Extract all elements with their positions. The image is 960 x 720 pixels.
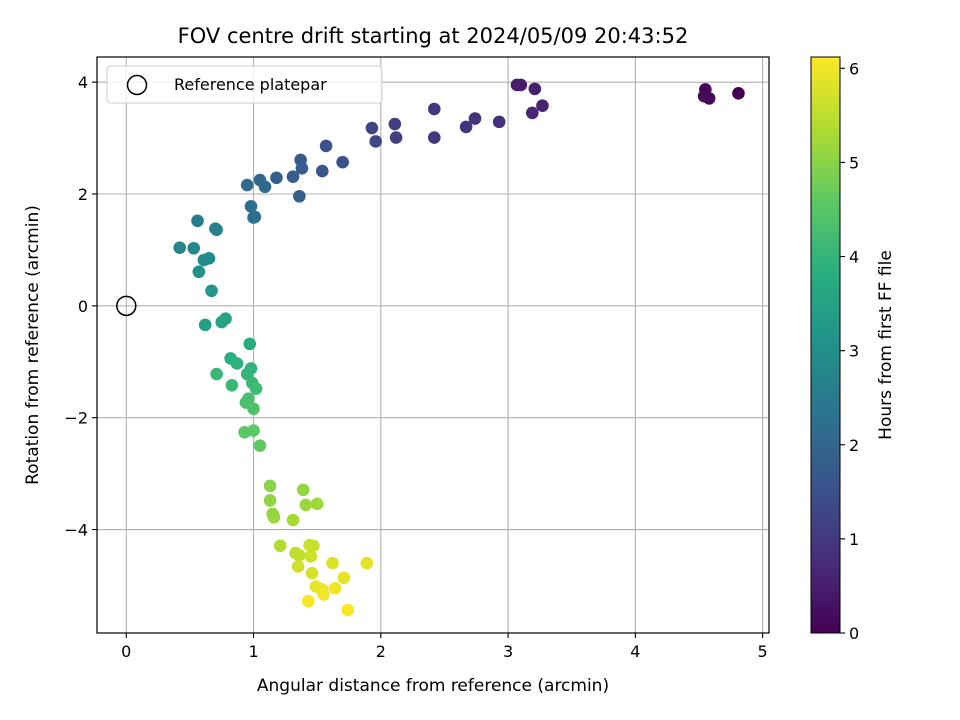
x-tick-label-1: 1	[248, 642, 258, 661]
data-point-57	[247, 424, 260, 437]
data-point-66	[286, 513, 300, 527]
data-point-46	[230, 357, 244, 370]
colorbar: 0 1 2 3 4 5 6 Hours from first FF file	[810, 56, 896, 643]
data-point-76	[360, 556, 374, 570]
data-point-69	[293, 548, 306, 562]
data-point-13	[427, 131, 441, 144]
data-point-58	[253, 439, 267, 452]
data-point-75	[326, 556, 339, 570]
x-tick-label-0: 0	[121, 642, 131, 661]
y-tick-label-2: 0	[78, 297, 88, 316]
data-point-74	[305, 566, 319, 580]
x-tick-label-5: 5	[758, 642, 768, 661]
x-tick-label-4: 4	[630, 642, 640, 661]
data-point-17	[369, 135, 383, 148]
x-axis-label: Angular distance from reference (arcmin)	[257, 676, 609, 696]
data-point-73	[291, 560, 305, 573]
legend-box	[106, 65, 383, 104]
data-point-67	[273, 539, 287, 553]
data-point-22	[295, 161, 309, 175]
x-axis-ticks: 0 1 2 3 4 5	[121, 633, 768, 661]
data-point-11	[459, 120, 473, 134]
colorbar-tick-label-1: 1	[849, 530, 859, 549]
colorbar-tick-label-6: 6	[849, 59, 859, 78]
data-point-2	[702, 92, 716, 105]
data-point-3	[732, 87, 745, 100]
data-point-25	[270, 171, 283, 185]
y-tick-label-3: 2	[78, 185, 88, 204]
data-point-51	[225, 378, 239, 392]
legend: Reference platepar	[106, 65, 383, 104]
colorbar-tick-label-2: 2	[849, 436, 859, 455]
colorbar-tick-label-5: 5	[849, 153, 859, 172]
y-tick-label-0: −4	[64, 521, 88, 540]
chart-title: FOV centre drift starting at 2024/05/09 …	[178, 24, 689, 48]
legend-label: Reference platepar	[174, 75, 327, 94]
colorbar-tick-label-0: 0	[849, 624, 859, 643]
y-axis-label: Rotation from reference (arcmin)	[23, 205, 43, 485]
y-axis-ticks: −4 −2 0 2 4	[64, 73, 97, 540]
data-point-10	[468, 112, 482, 125]
scatter-points	[173, 78, 745, 617]
data-point-41	[198, 318, 212, 332]
data-point-43	[215, 315, 229, 329]
plot-frame	[96, 56, 770, 634]
data-point-14	[388, 117, 402, 131]
colorbar-tick-label-3: 3	[849, 342, 859, 361]
data-point-44	[243, 337, 257, 351]
x-tick-label-3: 3	[503, 642, 513, 661]
data-point-64	[310, 497, 324, 511]
data-point-65	[299, 498, 313, 512]
data-point-80	[328, 581, 342, 595]
data-point-23	[286, 170, 300, 183]
data-point-52	[249, 382, 263, 395]
data-point-59	[263, 479, 277, 493]
data-point-15	[389, 131, 403, 144]
data-point-9	[492, 115, 506, 129]
data-point-60	[263, 494, 277, 507]
data-point-40	[205, 284, 218, 298]
data-point-16	[365, 121, 379, 135]
colorbar-gradient	[810, 56, 841, 634]
colorbar-tick-label-4: 4	[849, 248, 859, 267]
data-point-31	[247, 211, 260, 224]
y-tick-label-4: 4	[78, 73, 88, 92]
data-point-24	[293, 189, 306, 203]
data-point-18	[319, 139, 333, 153]
data-point-20	[315, 164, 329, 178]
data-point-5	[514, 78, 528, 92]
data-point-71	[307, 539, 320, 553]
data-point-28	[240, 178, 254, 192]
legend-marker	[126, 74, 148, 96]
data-point-27	[258, 180, 272, 194]
data-point-34	[210, 223, 223, 237]
reference-point-marker	[116, 295, 137, 317]
colorbar-ticks: 0 1 2 3 4 5 6	[840, 59, 859, 643]
data-point-6	[528, 82, 542, 96]
data-point-62	[267, 510, 281, 524]
data-point-38	[197, 253, 211, 267]
x-tick-label-2: 2	[376, 642, 386, 661]
data-point-39	[192, 265, 206, 279]
data-point-63	[296, 483, 310, 497]
data-point-83	[341, 603, 355, 617]
data-point-29	[244, 200, 258, 213]
data-point-81	[317, 588, 330, 601]
data-point-72	[304, 550, 318, 563]
y-tick-label-1: −2	[64, 409, 88, 428]
data-point-49	[210, 367, 223, 381]
data-point-8	[525, 106, 539, 120]
data-point-19	[336, 155, 349, 169]
data-point-7	[536, 99, 549, 112]
data-point-32	[191, 214, 204, 228]
data-point-12	[427, 102, 441, 116]
data-point-35	[173, 241, 187, 254]
data-point-55	[247, 402, 260, 416]
colorbar-label: Hours from first FF file	[876, 250, 896, 440]
data-point-82	[301, 594, 315, 608]
data-point-77	[337, 571, 351, 584]
data-point-36	[187, 241, 201, 255]
